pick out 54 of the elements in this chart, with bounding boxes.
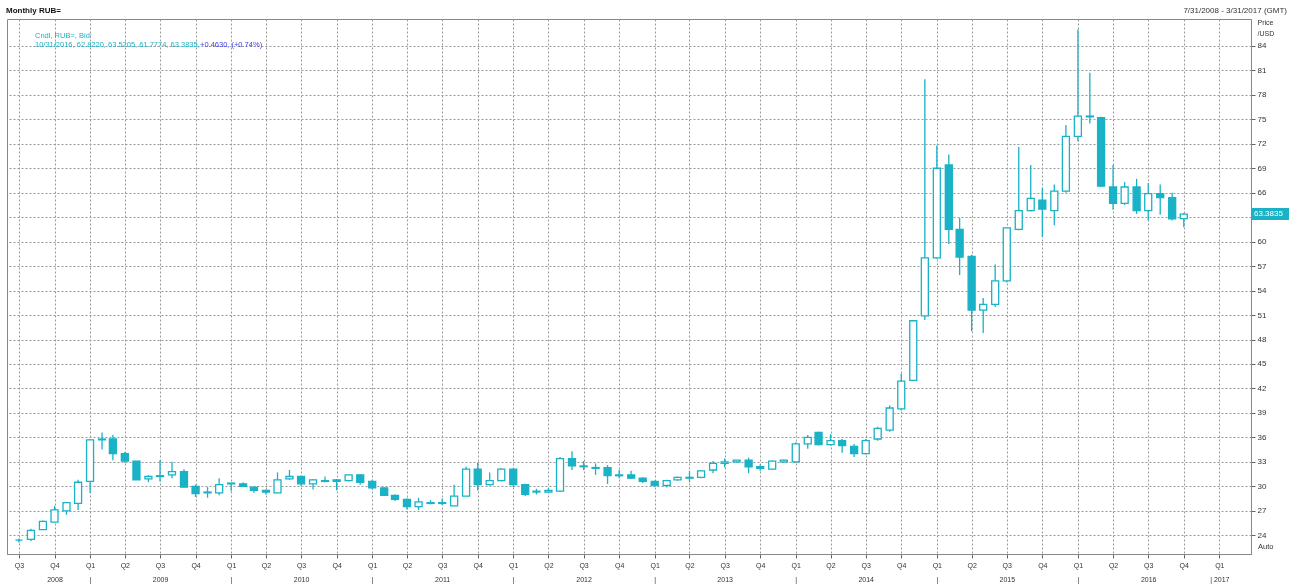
candlestick [1014, 146, 1023, 231]
y-tick-label: 78 [1257, 90, 1267, 100]
y-tick-label: 60 [1257, 237, 1267, 247]
y-tick-label: 24 [1257, 530, 1267, 540]
y-tick-label: 39 [1257, 408, 1267, 418]
candlestick [603, 464, 612, 485]
y-tick-label: 81 [1257, 65, 1267, 75]
candlestick [1132, 178, 1141, 215]
candlestick [1168, 192, 1177, 222]
candlestick [1085, 72, 1095, 125]
candlestick [979, 297, 988, 334]
candlestick [73, 479, 83, 511]
candlestick [1038, 187, 1047, 238]
candlestick [132, 460, 141, 481]
candlestick [226, 482, 236, 492]
y-tick-label: 57 [1257, 261, 1267, 271]
candlestick [1144, 182, 1153, 222]
chart-subtitle: 7/31/2008 - 3/31/2017 (GMT) [1183, 6, 1288, 15]
y-tick-label: 54 [1257, 286, 1267, 296]
candlestick [1050, 183, 1059, 226]
y-tick-label: 33 [1257, 457, 1267, 467]
candlestick [1120, 181, 1129, 206]
candlestick [885, 404, 894, 433]
candlestick [97, 431, 107, 451]
candlestick [449, 484, 459, 507]
candlestick [1156, 183, 1165, 216]
y-tick-label: 51 [1257, 310, 1267, 320]
candlestick [155, 459, 165, 483]
candlestick [437, 497, 447, 506]
candlestick [791, 441, 800, 464]
candlestick [273, 471, 282, 494]
y-tick-label: 48 [1257, 335, 1267, 345]
candlestick [991, 263, 1000, 308]
y-tick-label: 30 [1257, 481, 1267, 491]
candlestick [1073, 28, 1083, 142]
y-tick-label: 36 [1257, 432, 1267, 442]
y-tick-label: 66 [1257, 188, 1267, 198]
y-tick-label: 72 [1257, 139, 1267, 149]
candlestick [509, 467, 518, 488]
text: 63.3835 [1254, 209, 1284, 219]
candlestick [473, 462, 482, 492]
y-tick-label: 75 [1257, 114, 1267, 124]
y-tick-label: 84 [1257, 41, 1267, 51]
candlestick [167, 461, 177, 479]
y-tick-label: 45 [1257, 359, 1267, 369]
candlestick [1108, 164, 1118, 211]
candlestick [108, 434, 118, 461]
chart-title: Monthly RUB= [6, 6, 62, 15]
y-tick-label: 69 [1257, 163, 1267, 173]
candlestick [1026, 164, 1035, 213]
candlestick [567, 450, 577, 471]
y-tick-label: 27 [1257, 506, 1267, 516]
y-tick-label: 42 [1257, 383, 1267, 393]
candlestick [615, 469, 624, 479]
